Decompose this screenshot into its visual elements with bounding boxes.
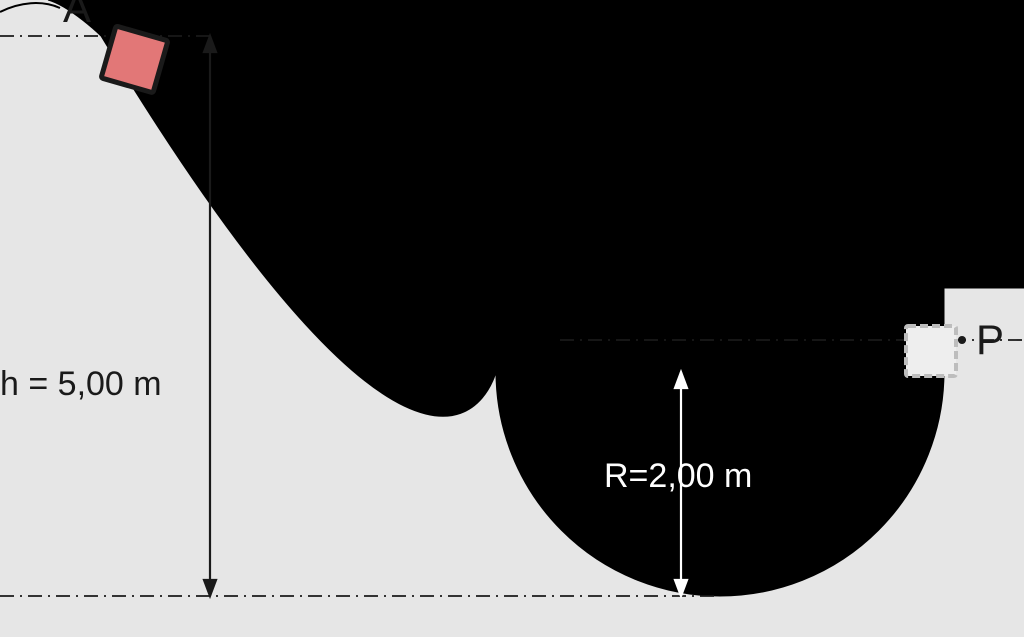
- physics-diagram: A P h = 5,00 m R=2,00 m: [0, 0, 1024, 637]
- block-a: [101, 26, 168, 93]
- label-radius: R=2,00 m: [604, 457, 752, 495]
- label-a: A: [63, 0, 91, 31]
- label-height: h = 5,00 m: [0, 365, 162, 403]
- label-p: P: [976, 316, 1004, 363]
- point-p-dot: [958, 336, 966, 344]
- block-p: [906, 326, 956, 376]
